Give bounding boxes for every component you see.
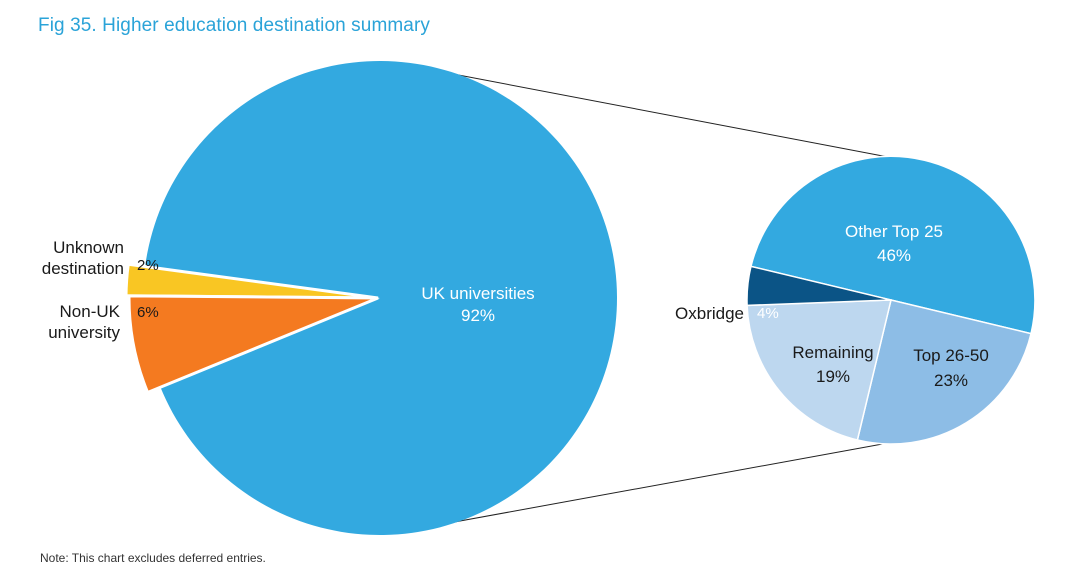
value-remaining: 19% <box>816 367 850 386</box>
label-non-uk-university-line1: Non-UK <box>60 302 121 321</box>
label-uk-universities: UK universities <box>421 284 534 303</box>
label-non-uk-university-line2: university <box>48 323 120 342</box>
pie-slice-remaining <box>746 299 892 441</box>
connector-line-top <box>426 68 889 158</box>
label-oxbridge: Oxbridge <box>675 304 744 323</box>
chart-title: Fig 35. Higher education destination sum… <box>38 15 430 36</box>
label-top-26-50: Top 26-50 <box>913 346 989 365</box>
pie-slice-top-26-50 <box>856 299 1032 445</box>
chart-note: Note: This chart excludes deferred entri… <box>40 551 266 565</box>
value-unknown-destination: 2% <box>137 257 159 274</box>
pie-slice-oxbridge <box>746 265 892 307</box>
value-non-uk-university: 6% <box>137 304 159 321</box>
label-unknown-destination-line2: destination <box>42 259 124 278</box>
value-other-top-25: 46% <box>877 246 911 265</box>
pie-slice-uk-universities <box>145 61 618 536</box>
label-unknown-destination-line1: Unknown <box>53 238 124 257</box>
value-top-26-50: 23% <box>934 371 968 390</box>
pie-slice-unknown-destination <box>124 262 379 300</box>
label-remaining: Remaining <box>792 343 873 362</box>
pie-slice-other-top-25 <box>750 155 1036 335</box>
connector-line-bottom <box>426 442 889 528</box>
label-other-top-25: Other Top 25 <box>845 222 943 241</box>
value-oxbridge: 4% <box>757 305 779 322</box>
pie-slice-non-uk-university <box>127 294 379 395</box>
value-uk-universities: 92% <box>461 306 495 325</box>
